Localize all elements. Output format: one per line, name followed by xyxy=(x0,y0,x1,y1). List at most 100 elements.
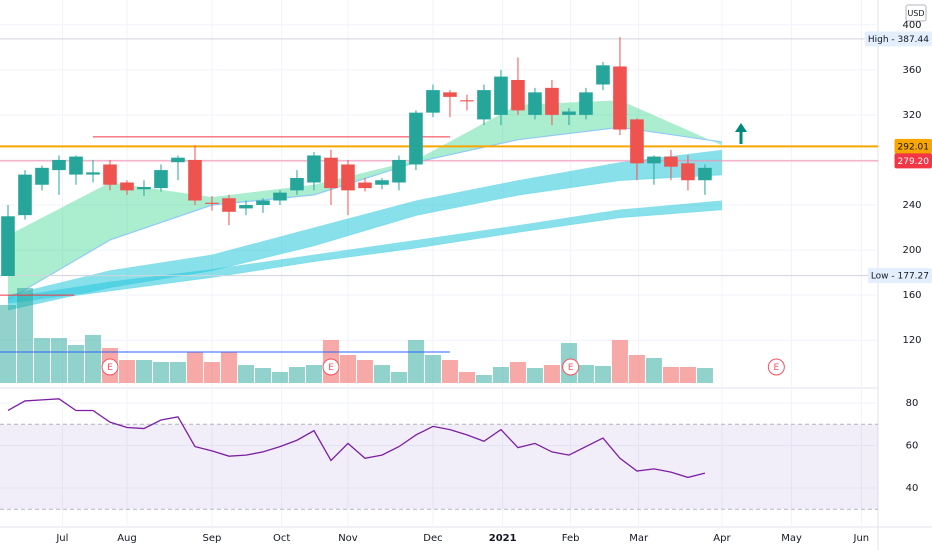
band-fill xyxy=(7,200,722,305)
candle-body xyxy=(596,65,610,85)
earnings-marker xyxy=(767,358,785,376)
volume-bar xyxy=(118,360,135,383)
volume-bar xyxy=(33,338,50,383)
volume-bar xyxy=(203,362,220,383)
candle-body xyxy=(426,90,440,113)
volume-bar xyxy=(390,372,407,383)
candle-body xyxy=(222,198,236,212)
y-tick-label: 240 xyxy=(902,200,921,211)
layer xyxy=(1,37,712,276)
price-line-box xyxy=(867,268,932,284)
rsi-tick-label: 80 xyxy=(906,398,919,409)
axis-layer: 120160200240280320360400JulAugSepOctNovD… xyxy=(55,20,932,544)
candle-body xyxy=(613,66,627,130)
candle-body xyxy=(562,111,576,115)
volume-bar xyxy=(611,340,628,383)
volume-bar xyxy=(237,365,254,383)
earnings-label: E xyxy=(568,363,574,373)
earnings-label: E xyxy=(107,363,113,373)
band-fill xyxy=(7,100,722,300)
price-line-label: 292.01 xyxy=(898,142,930,152)
rsi-tick-label: 40 xyxy=(906,483,919,494)
rsi-tick-label: 60 xyxy=(906,441,919,452)
candle-body xyxy=(375,180,389,185)
x-tick-label: Aug xyxy=(117,533,137,544)
candle-body xyxy=(460,100,474,102)
volume-bar xyxy=(305,365,322,383)
price-line-box xyxy=(864,31,932,47)
volume-bar xyxy=(0,305,16,383)
candle-body xyxy=(341,164,355,191)
volume-bar xyxy=(577,365,594,383)
candle-body xyxy=(69,156,83,175)
candle-body xyxy=(86,172,100,175)
layer xyxy=(7,100,723,311)
candle-body xyxy=(664,156,678,167)
volume-bar xyxy=(50,338,67,383)
x-tick-label: Feb xyxy=(562,533,580,544)
volume-bar xyxy=(662,367,679,383)
candle-body xyxy=(545,87,559,115)
candle-body xyxy=(239,205,253,209)
volume-bar xyxy=(696,368,713,383)
x-tick-label: Oct xyxy=(273,533,290,544)
candle-body xyxy=(409,112,423,165)
volume-bar xyxy=(16,288,33,383)
volume-bar xyxy=(84,335,101,383)
candle-body xyxy=(358,182,372,189)
y-tick-label: 360 xyxy=(902,65,921,76)
candle-body xyxy=(698,167,712,181)
earnings-marker xyxy=(562,358,580,376)
y-tick-label: 120 xyxy=(902,335,921,346)
price-line-box xyxy=(894,153,932,169)
volume-bar xyxy=(458,372,475,383)
volume-bar xyxy=(339,355,356,383)
candle-body xyxy=(205,202,219,204)
candle-body xyxy=(324,157,338,189)
volume-bar xyxy=(407,340,424,383)
x-tick-label: May xyxy=(781,533,802,544)
candle-body xyxy=(120,182,134,191)
volume-bar xyxy=(526,368,543,383)
candle-body xyxy=(256,200,270,206)
volume-bar xyxy=(509,362,526,383)
candle-body xyxy=(103,164,117,185)
price-line-label: Low - 177.27 xyxy=(871,272,929,282)
earnings-label: E xyxy=(328,363,334,373)
candle-body xyxy=(579,92,593,115)
x-tick-label: Mar xyxy=(629,533,649,544)
volume-bar xyxy=(679,367,696,383)
volume-bar xyxy=(254,368,271,383)
candle-body xyxy=(154,170,168,189)
volume-bar xyxy=(135,360,152,383)
volume-bar xyxy=(424,355,441,383)
currency: USD xyxy=(907,9,924,18)
earnings-marker xyxy=(322,358,340,376)
price-line-label: 279.20 xyxy=(898,157,930,167)
earnings-label: E xyxy=(774,363,780,373)
currency-box xyxy=(905,4,927,22)
volume-bar xyxy=(186,352,203,383)
y-tick-label: 160 xyxy=(902,290,921,301)
candle-body xyxy=(443,92,457,97)
y-tick-label: 200 xyxy=(902,245,921,256)
volume-bar xyxy=(271,372,288,383)
x-tick-label: Dec xyxy=(423,533,442,544)
candle-body xyxy=(290,177,304,191)
x-tick-label: Apr xyxy=(713,533,731,544)
rsi-band xyxy=(0,424,878,510)
volume-bar xyxy=(356,360,373,383)
candle-body xyxy=(630,119,644,164)
candle-body xyxy=(528,92,542,115)
volume-bar xyxy=(169,362,186,383)
candle-body xyxy=(392,159,406,183)
layer xyxy=(0,38,878,296)
x-tick-label: Sep xyxy=(203,533,222,544)
candle-body xyxy=(511,79,525,111)
volume-bar xyxy=(67,345,84,383)
rsi-line xyxy=(7,398,706,479)
candle-body xyxy=(171,157,185,163)
volume-bar xyxy=(475,375,492,383)
